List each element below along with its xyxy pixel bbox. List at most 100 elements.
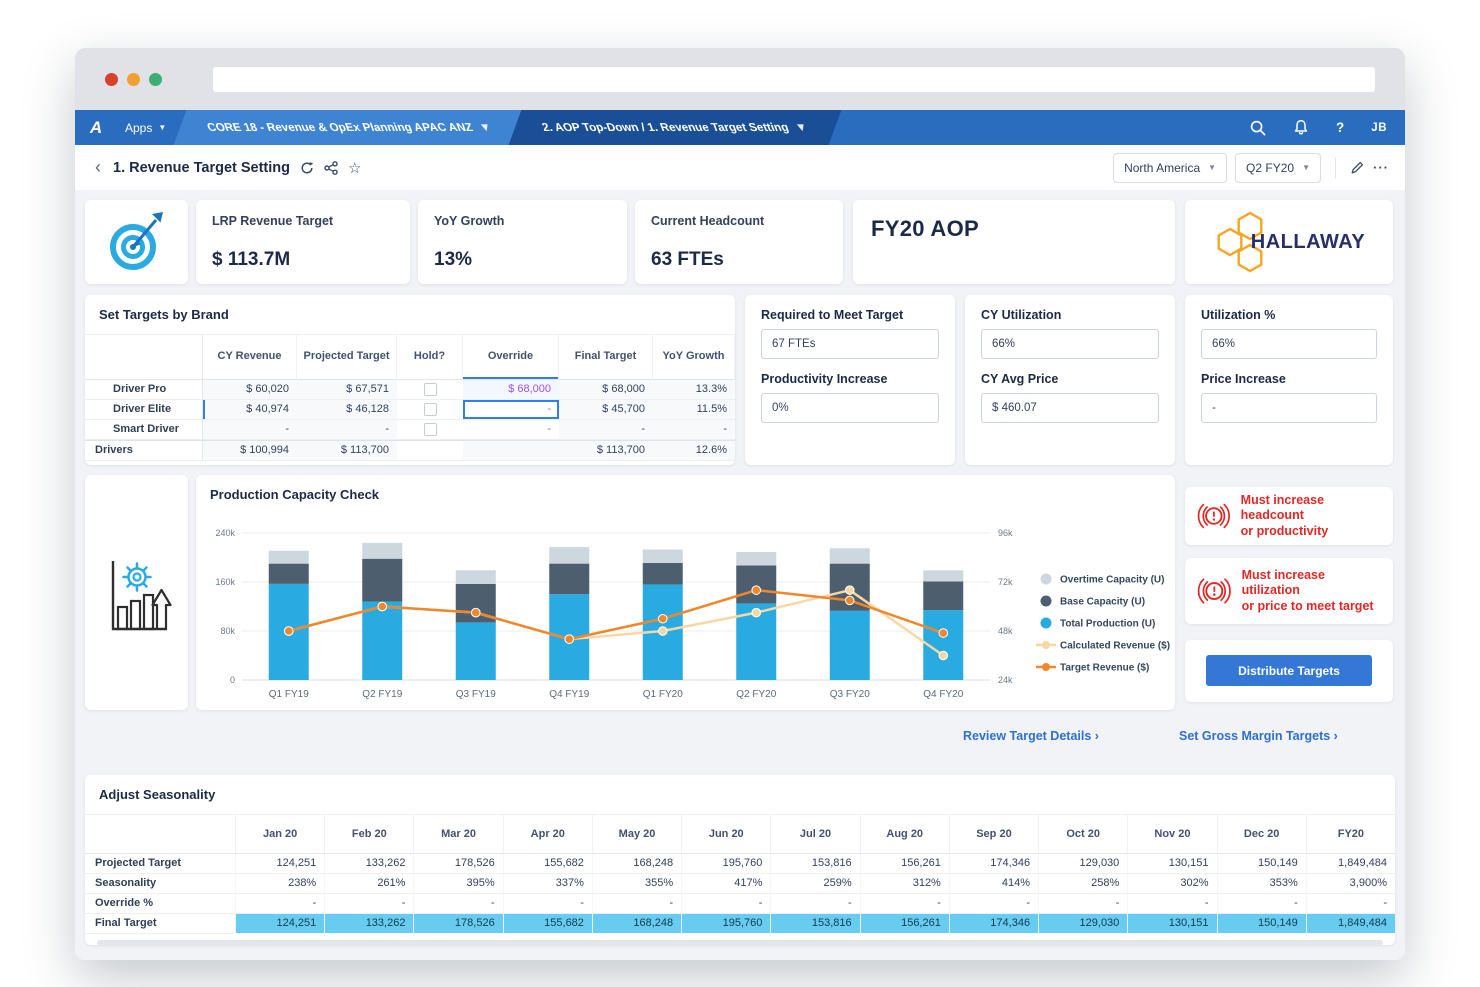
yoy-growth-cell[interactable]: 13.3% [653,380,735,400]
favorite-star-icon[interactable]: ☆ [348,159,362,177]
projected-target-cell[interactable]: $ 113,700 [297,440,397,461]
seasonality-cell[interactable]: - [324,894,414,914]
seasonality-cell[interactable]: 195,760 [681,854,771,874]
required-ftes-field[interactable]: 67 FTEs [761,329,939,359]
page-tab[interactable]: 2. AOP Top-Down / 1. Revenue Target Sett… [509,110,842,145]
seasonality-cell[interactable]: - [1305,894,1395,914]
seasonality-cell[interactable]: - [1038,894,1128,914]
seasonality-cell[interactable]: 337% [502,874,592,894]
seasonality-cell[interactable]: 195,760 [681,914,771,933]
url-bar[interactable] [213,67,1375,92]
seasonality-cell[interactable]: 153,816 [770,914,860,933]
yoy-growth-cell[interactable]: 12.6% [653,440,735,461]
seasonality-cell[interactable]: 238% [235,874,325,894]
refresh-icon[interactable] [300,161,314,175]
seasonality-cell[interactable]: - [413,894,503,914]
seasonality-cell[interactable]: 130,151 [1127,854,1217,874]
seasonality-cell[interactable]: 1,849,484 [1305,854,1395,874]
seasonality-cell[interactable]: 168,248 [591,854,682,874]
seasonality-cell[interactable]: - [1216,894,1306,914]
traffic-light-close[interactable] [105,73,118,86]
seasonality-cell[interactable]: - [235,894,325,914]
seasonality-cell[interactable]: 261% [324,874,414,894]
seasonality-cell[interactable]: 302% [1127,874,1217,894]
hold-cell[interactable] [397,400,463,420]
utilization-percent-field[interactable]: 66% [1201,329,1377,359]
projected-target-cell[interactable]: $ 67,571 [297,380,397,400]
back-chevron-icon[interactable]: ‹ [95,157,101,177]
seasonality-cell[interactable]: 174,346 [948,854,1039,874]
seasonality-cell[interactable]: - [770,894,860,914]
seasonality-cell[interactable]: 129,030 [1038,854,1128,874]
seasonality-cell[interactable]: 174,346 [948,914,1039,933]
hold-checkbox[interactable] [423,383,437,396]
notifications-bell-icon[interactable] [1293,119,1309,136]
seasonality-cell[interactable]: 124,251 [235,854,325,874]
seasonality-cell[interactable]: - [681,894,771,914]
seasonality-cell[interactable]: 259% [770,874,860,894]
seasonality-cell[interactable]: 133,262 [324,854,414,874]
seasonality-cell[interactable]: 312% [859,874,949,894]
model-tab[interactable]: CORE 18 - Revenue & OpEx Planning APAC A… [173,110,526,145]
distribute-targets-button[interactable]: Distribute Targets [1206,655,1372,686]
search-icon[interactable] [1250,120,1266,136]
seasonality-cell[interactable]: - [859,894,949,914]
override-cell[interactable]: $ 68,000 [463,380,559,400]
final-target-cell[interactable]: - [559,420,653,440]
anaplan-logo-icon[interactable]: A [89,117,103,137]
set-gross-margin-targets-link[interactable]: Set Gross Margin Targets › [1179,729,1338,743]
seasonality-cell[interactable]: 155,682 [502,854,592,874]
seasonality-cell[interactable]: - [948,894,1039,914]
yoy-growth-cell[interactable]: 11.5% [653,400,735,420]
seasonality-cell[interactable]: 129,030 [1038,914,1128,933]
cy-revenue-cell[interactable]: $ 40,974 [203,400,297,420]
seasonality-cell[interactable]: 178,526 [413,914,503,933]
projected-target-cell[interactable]: $ 46,128 [297,400,397,420]
seasonality-cell[interactable]: 414% [948,874,1039,894]
seasonality-cell[interactable]: - [502,894,592,914]
horizontal-scrollbar[interactable] [97,940,1383,946]
seasonality-cell[interactable]: 156,261 [859,914,949,933]
seasonality-cell[interactable]: 155,682 [502,914,592,933]
seasonality-cell[interactable]: 156,261 [859,854,949,874]
traffic-light-zoom[interactable] [149,73,162,86]
price-increase-field[interactable]: - [1201,393,1377,423]
projected-target-cell[interactable]: - [297,420,397,440]
user-avatar[interactable]: JB [1371,121,1387,134]
final-target-cell[interactable]: $ 113,700 [559,440,653,461]
seasonality-cell[interactable]: 150,149 [1216,914,1306,933]
seasonality-cell[interactable]: 3,900% [1305,874,1395,894]
cy-revenue-cell[interactable]: $ 100,994 [203,440,297,461]
seasonality-cell[interactable]: 133,262 [324,914,414,933]
seasonality-cell[interactable]: - [591,894,682,914]
cy-revenue-cell[interactable]: $ 60,020 [203,380,297,400]
seasonality-cell[interactable]: 168,248 [591,914,682,933]
apps-menu[interactable]: Apps ▼ [117,110,184,145]
more-options-icon[interactable]: ··· [1373,160,1389,175]
seasonality-cell[interactable]: 353% [1216,874,1306,894]
hold-checkbox[interactable] [423,403,437,416]
seasonality-cell[interactable]: 1,849,484 [1305,914,1395,933]
seasonality-cell[interactable]: 124,251 [235,914,325,933]
seasonality-cell[interactable]: 153,816 [770,854,860,874]
help-icon[interactable]: ? [1336,120,1345,135]
cy-avg-price-field[interactable]: $ 460.07 [981,393,1159,423]
seasonality-cell[interactable]: 178,526 [413,854,503,874]
yoy-growth-cell[interactable]: - [653,420,735,440]
seasonality-cell[interactable]: 258% [1038,874,1128,894]
region-selector[interactable]: North America ▼ [1113,152,1228,183]
seasonality-cell[interactable]: 130,151 [1127,914,1217,933]
seasonality-cell[interactable]: 417% [681,874,771,894]
seasonality-cell[interactable]: 150,149 [1216,854,1306,874]
final-target-cell[interactable]: $ 68,000 [559,380,653,400]
hold-cell[interactable] [397,380,463,400]
period-selector[interactable]: Q2 FY20 ▼ [1235,152,1321,183]
productivity-increase-field[interactable]: 0% [761,393,939,423]
cy-revenue-cell[interactable]: - [203,420,297,440]
review-target-details-link[interactable]: Review Target Details › [963,729,1099,743]
override-cell[interactable]: - [463,420,559,440]
edit-pencil-icon[interactable] [1350,160,1365,175]
hold-cell[interactable] [397,420,463,440]
seasonality-cell[interactable]: - [1127,894,1217,914]
seasonality-cell[interactable]: 395% [413,874,503,894]
